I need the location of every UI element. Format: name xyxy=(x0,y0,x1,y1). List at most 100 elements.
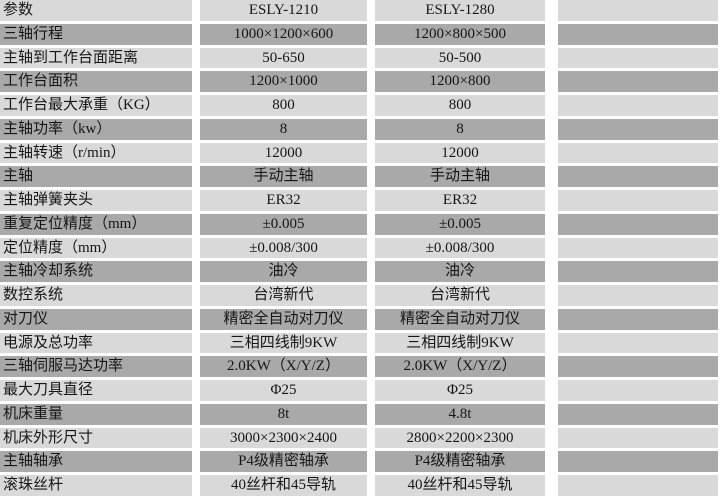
param-value-cell: ±0.005 xyxy=(375,213,545,235)
param-name-cell: 主轴到工作台面距离 xyxy=(0,47,192,69)
table-row: 主轴弹簧夹头 ER32 ER32 xyxy=(0,190,720,211)
table-row: 主轴 手动主轴 手动主轴 xyxy=(0,166,720,187)
table-row: 机床重量 8t 4.8t xyxy=(0,403,720,425)
table-row: 主轴冷却系统 油冷 油冷 xyxy=(0,261,720,282)
empty-cell xyxy=(558,380,718,401)
empty-cell xyxy=(558,95,718,116)
empty-cell xyxy=(558,213,718,235)
param-value-cell: 台湾新代 xyxy=(200,285,367,306)
empty-cell xyxy=(558,47,718,69)
param-value-cell: ER32 xyxy=(200,190,367,211)
empty-cell xyxy=(558,118,718,140)
param-value-cell: ±0.005 xyxy=(200,213,367,235)
param-value-cell: 4.8t xyxy=(375,403,545,425)
param-value-cell: 800 xyxy=(200,95,367,116)
empty-cell xyxy=(558,23,718,45)
param-name-cell: 对刀仪 xyxy=(0,308,192,330)
param-value-cell: 1000×1200×600 xyxy=(200,23,367,45)
param-value-cell: 台湾新代 xyxy=(375,285,545,306)
param-value-cell: 8 xyxy=(200,118,367,140)
param-value-cell: 2.0KW（X/Y/Z） xyxy=(375,356,545,377)
empty-cell xyxy=(558,356,718,377)
empty-cell xyxy=(558,142,718,164)
table-row: 主轴到工作台面距离 50-650 50-500 xyxy=(0,47,720,69)
table-row: 对刀仪 精密全自动对刀仪 精密全自动对刀仪 xyxy=(0,308,720,330)
param-name-cell: 主轴转速（r/min） xyxy=(0,142,192,164)
table-row: 三轴伺服马达功率 2.0KW（X/Y/Z） 2.0KW（X/Y/Z） xyxy=(0,356,720,377)
param-value-cell: 手动主轴 xyxy=(375,166,545,187)
param-value-cell: 2800×2200×2300 xyxy=(375,427,545,449)
column-header-cell: 参数 xyxy=(0,0,192,21)
param-name-cell: 最大刀具直径 xyxy=(0,380,192,401)
table-row: 数控系统 台湾新代 台湾新代 xyxy=(0,285,720,306)
table-row: 工作台最大承重（KG） 800 800 xyxy=(0,95,720,116)
column-header-cell: ESLY-1280 xyxy=(375,0,545,21)
empty-cell xyxy=(558,190,718,211)
table-row: 工作台面积 1200×1000 1200×800 xyxy=(0,71,720,92)
table-row: 三轴行程 1000×1200×600 1200×800×500 xyxy=(0,23,720,45)
param-name-cell: 工作台面积 xyxy=(0,71,192,92)
empty-cell xyxy=(558,475,718,496)
table-row: 机床外形尺寸 3000×2300×2400 2800×2200×2300 xyxy=(0,427,720,449)
param-value-cell: 12000 xyxy=(375,142,545,164)
param-value-cell: 三相四线制9KW xyxy=(200,332,367,354)
table-row: 主轴转速（r/min） 12000 12000 xyxy=(0,142,720,164)
param-value-cell: 1200×800×500 xyxy=(375,23,545,45)
table-row: 电源及总功率 三相四线制9KW 三相四线制9KW xyxy=(0,332,720,354)
table-row: 主轴功率（kw） 8 8 xyxy=(0,118,720,140)
param-name-cell: 三轴行程 xyxy=(0,23,192,45)
empty-cell xyxy=(558,285,718,306)
table-row: 滚珠丝杆 40丝杆和45导轨 40丝杆和45导轨 xyxy=(0,475,720,496)
param-value-cell: 精密全自动对刀仪 xyxy=(200,308,367,330)
table-row: 最大刀具直径 Φ25 Φ25 xyxy=(0,380,720,401)
param-name-cell: 主轴功率（kw） xyxy=(0,118,192,140)
header-row: 参数 ESLY-1210 ESLY-1280 xyxy=(0,0,720,21)
param-name-cell: 工作台最大承重（KG） xyxy=(0,95,192,116)
param-name-cell: 三轴伺服马达功率 xyxy=(0,356,192,377)
param-value-cell: 40丝杆和45导轨 xyxy=(200,475,367,496)
empty-cell xyxy=(558,451,718,472)
column-header-cell xyxy=(558,0,718,21)
param-value-cell: 50-500 xyxy=(375,47,545,69)
param-value-cell: Φ25 xyxy=(375,380,545,401)
param-value-cell: 手动主轴 xyxy=(200,166,367,187)
empty-cell xyxy=(558,308,718,330)
param-name-cell: 机床外形尺寸 xyxy=(0,427,192,449)
empty-cell xyxy=(558,261,718,282)
param-name-cell: 电源及总功率 xyxy=(0,332,192,354)
param-value-cell: 8t xyxy=(200,403,367,425)
param-name-cell: 主轴冷却系统 xyxy=(0,261,192,282)
param-name-cell: 滚珠丝杆 xyxy=(0,475,192,496)
param-value-cell: 精密全自动对刀仪 xyxy=(375,308,545,330)
param-value-cell: P4级精密轴承 xyxy=(375,451,545,472)
param-value-cell: 1200×800 xyxy=(375,71,545,92)
table-row: 主轴轴承 P4级精密轴承 P4级精密轴承 xyxy=(0,451,720,472)
param-value-cell: 油冷 xyxy=(200,261,367,282)
param-name-cell: 数控系统 xyxy=(0,285,192,306)
param-value-cell: 油冷 xyxy=(375,261,545,282)
param-name-cell: 定位精度（mm） xyxy=(0,237,192,259)
param-value-cell: P4级精密轴承 xyxy=(200,451,367,472)
empty-cell xyxy=(558,403,718,425)
param-value-cell: 3000×2300×2400 xyxy=(200,427,367,449)
param-value-cell: 50-650 xyxy=(200,47,367,69)
empty-cell xyxy=(558,166,718,187)
param-value-cell: ±0.008/300 xyxy=(200,237,367,259)
param-value-cell: 1200×1000 xyxy=(200,71,367,92)
param-value-cell: 三相四线制9KW xyxy=(375,332,545,354)
param-value-cell: 2.0KW（X/Y/Z） xyxy=(200,356,367,377)
param-value-cell: 800 xyxy=(375,95,545,116)
empty-cell xyxy=(558,332,718,354)
param-value-cell: ER32 xyxy=(375,190,545,211)
param-name-cell: 主轴 xyxy=(0,166,192,187)
param-value-cell: ±0.008/300 xyxy=(375,237,545,259)
empty-cell xyxy=(558,427,718,449)
param-name-cell: 主轴轴承 xyxy=(0,451,192,472)
param-name-cell: 主轴弹簧夹头 xyxy=(0,190,192,211)
empty-cell xyxy=(558,237,718,259)
param-value-cell: 8 xyxy=(375,118,545,140)
param-value-cell: 12000 xyxy=(200,142,367,164)
param-value-cell: Φ25 xyxy=(200,380,367,401)
table-row: 定位精度（mm） ±0.008/300 ±0.008/300 xyxy=(0,237,720,259)
